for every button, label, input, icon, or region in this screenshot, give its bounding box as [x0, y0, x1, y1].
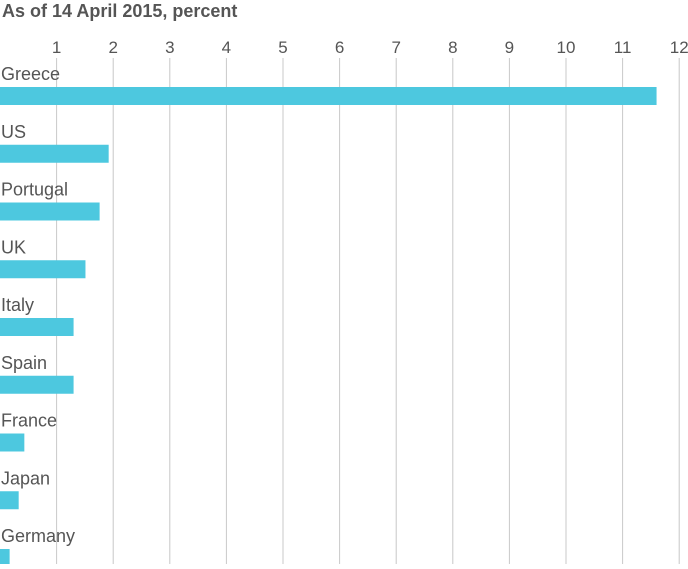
bar: [0, 375, 74, 394]
bar: [0, 144, 109, 163]
x-tick-label: 11: [614, 38, 632, 57]
bar: [0, 260, 86, 279]
bar: [0, 549, 10, 567]
category-label: Italy: [1, 295, 34, 315]
x-tick-label: 3: [165, 38, 174, 57]
category-label: Spain: [1, 353, 47, 373]
x-tick-label: 10: [557, 38, 576, 57]
category-label: US: [1, 122, 26, 142]
x-tick-label: 8: [448, 38, 457, 57]
bar: [0, 433, 25, 452]
chart-title: As of 14 April 2015, percent: [2, 1, 237, 21]
category-label: Germany: [1, 526, 75, 546]
bar-layer: Greece US Portugal UK Italy Spain France Japan G…: [0, 64, 657, 567]
x-tick-label: 2: [108, 38, 117, 57]
category-label: France: [1, 411, 57, 431]
bar: [0, 87, 657, 105]
category-label: Greece: [1, 64, 60, 84]
x-tick-label: 6: [335, 38, 344, 57]
category-label: Portugal: [1, 180, 68, 200]
grid-layer: [56, 58, 680, 564]
x-tick-label: 5: [278, 38, 287, 57]
x-tick-label: 12: [670, 38, 688, 57]
category-label: UK: [1, 237, 26, 257]
x-tick-label: 7: [391, 38, 400, 57]
tick-label-layer: 1 2 3 4 5 6 7 8 9 10 11 12: [52, 38, 688, 57]
x-tick-label: 9: [505, 38, 514, 57]
x-tick-label: 1: [52, 38, 61, 57]
x-tick-label: 4: [222, 38, 231, 57]
bar: [0, 202, 100, 221]
category-label: Japan: [1, 468, 50, 488]
bar: [0, 491, 19, 510]
bar: [0, 318, 74, 336]
